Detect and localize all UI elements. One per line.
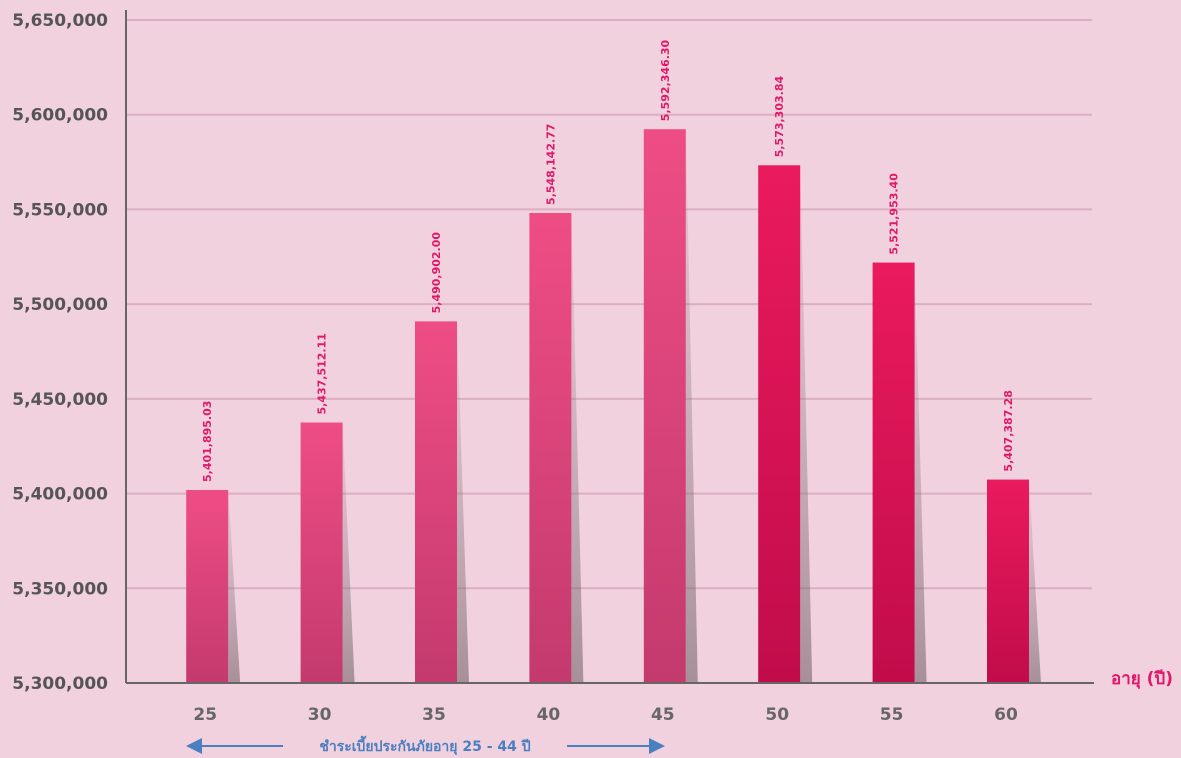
x-tick-label: 30 bbox=[308, 705, 332, 725]
bar-shadow bbox=[228, 489, 241, 683]
axes bbox=[125, 10, 1094, 684]
data-label: 5,407,387.28 bbox=[1002, 390, 1015, 471]
x-tick-label: 25 bbox=[193, 705, 217, 725]
bar-shadow bbox=[914, 262, 927, 683]
data-label: 5,548,142.77 bbox=[544, 124, 557, 205]
bar bbox=[529, 212, 572, 683]
bar-shadows bbox=[228, 129, 1041, 684]
bar-shadow bbox=[571, 212, 584, 683]
x-tick-label: 60 bbox=[994, 705, 1018, 725]
data-label: 5,437,512.11 bbox=[316, 333, 329, 414]
x-tick-label: 35 bbox=[422, 705, 446, 725]
bar bbox=[186, 489, 229, 683]
bar bbox=[415, 321, 457, 683]
bar bbox=[300, 422, 343, 683]
x-tick-label: 50 bbox=[765, 705, 789, 725]
y-tick-label: 5,450,000 bbox=[12, 390, 108, 410]
data-label: 5,592,346.30 bbox=[659, 39, 672, 121]
y-tick-label: 5,500,000 bbox=[12, 295, 108, 315]
y-tick-label: 5,400,000 bbox=[12, 485, 108, 505]
payment-period-annotation: ชำระเบี้ยประกันภัยอายุ 25 - 44 ปี bbox=[186, 735, 665, 755]
x-tick-label: 45 bbox=[651, 705, 675, 725]
y-axis-ticks: 5,300,000 5,350,000 5,400,000 5,450,000 5,50… bbox=[12, 11, 108, 694]
data-label: 5,490,902.00 bbox=[430, 232, 443, 314]
bar-shadow bbox=[800, 165, 813, 684]
annotation-text: ชำระเบี้ยประกันภัยอายุ 25 - 44 ปี bbox=[319, 735, 530, 755]
y-tick-label: 5,600,000 bbox=[12, 106, 108, 126]
bars bbox=[186, 129, 1029, 684]
gridlines bbox=[126, 19, 1092, 590]
bar bbox=[987, 479, 1029, 683]
x-axis-label: อายุ (ปี) bbox=[1111, 668, 1173, 689]
y-tick-label: 5,350,000 bbox=[12, 579, 108, 599]
bar bbox=[643, 129, 686, 683]
y-tick-label: 5,550,000 bbox=[12, 200, 108, 220]
data-labels: 5,401,895.03 5,437,512.11 5,490,902.00 5,54… bbox=[201, 39, 1015, 482]
data-label: 5,401,895.03 bbox=[201, 401, 214, 482]
y-tick-label: 5,300,000 bbox=[12, 674, 108, 694]
bar-shadow bbox=[342, 422, 355, 683]
x-tick-label: 55 bbox=[880, 705, 904, 725]
bar-shadow bbox=[1029, 479, 1041, 683]
bar-shadow bbox=[457, 321, 469, 683]
bar bbox=[758, 165, 801, 684]
y-tick-label: 5,650,000 bbox=[12, 11, 108, 31]
bar bbox=[872, 262, 915, 683]
data-label: 5,573,303.84 bbox=[773, 76, 786, 158]
data-label: 5,521,953.40 bbox=[888, 173, 901, 255]
x-axis-ticks: 25 30 35 40 45 50 55 60 bbox=[193, 705, 1018, 725]
x-tick-label: 40 bbox=[537, 705, 561, 725]
bar-shadow bbox=[685, 129, 698, 683]
